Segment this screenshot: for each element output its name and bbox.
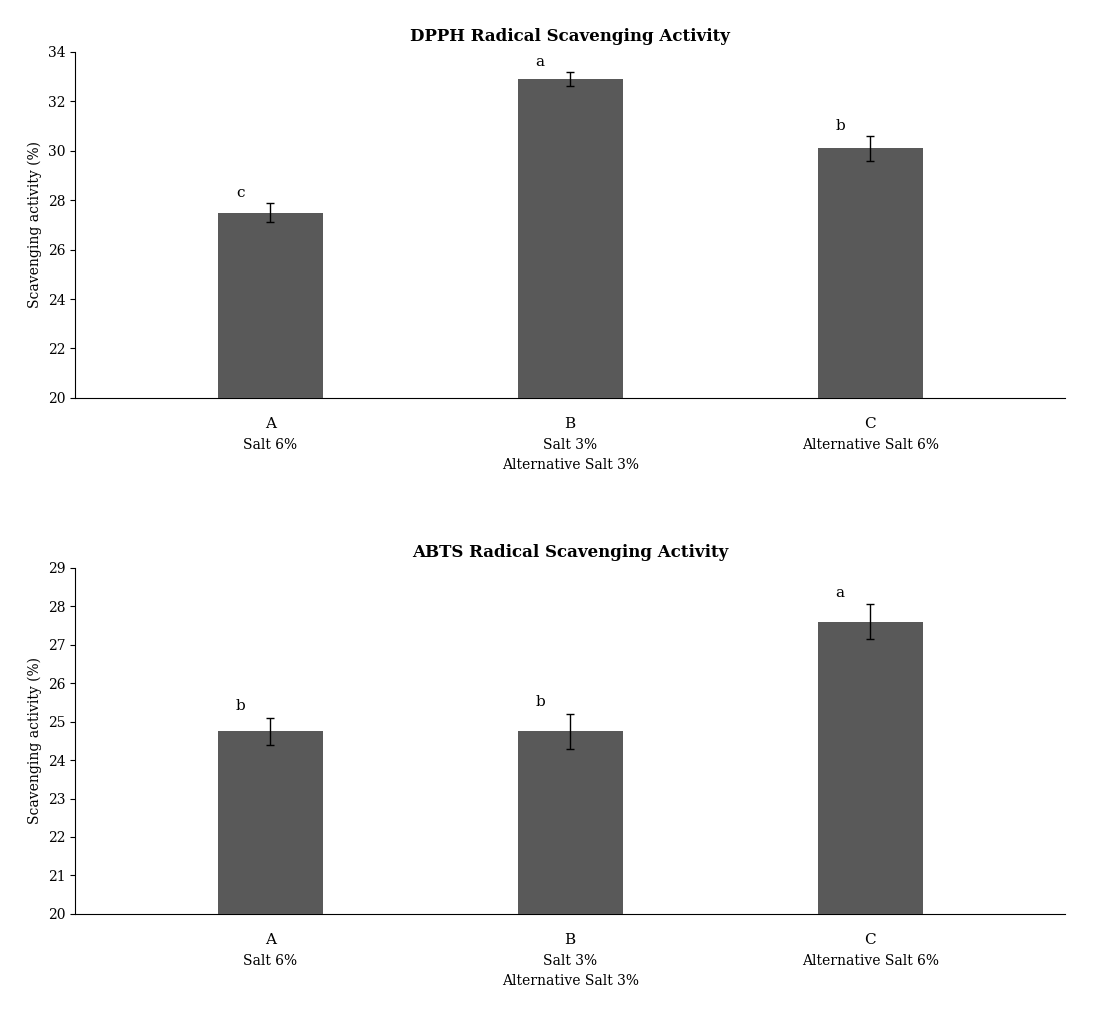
- Title: ABTS Radical Scavenging Activity: ABTS Radical Scavenging Activity: [412, 544, 728, 561]
- Text: c: c: [236, 185, 245, 200]
- Text: Salt 6%: Salt 6%: [243, 438, 297, 452]
- Bar: [218, 731, 322, 1018]
- Title: DPPH Radical Scavenging Activity: DPPH Radical Scavenging Activity: [410, 27, 730, 45]
- Text: a: a: [536, 55, 544, 68]
- Text: Alternative Salt 6%: Alternative Salt 6%: [801, 438, 939, 452]
- Text: B: B: [565, 932, 576, 947]
- Text: Salt 3%: Salt 3%: [543, 438, 597, 452]
- Text: b: b: [835, 119, 845, 133]
- Bar: [518, 79, 623, 892]
- Text: Alternative Salt 3%: Alternative Salt 3%: [502, 974, 638, 988]
- Text: C: C: [865, 932, 875, 947]
- Bar: [218, 213, 322, 892]
- Bar: [818, 622, 922, 1018]
- Text: B: B: [565, 417, 576, 431]
- Text: C: C: [865, 417, 875, 431]
- Y-axis label: Scavenging activity (%): Scavenging activity (%): [27, 658, 43, 825]
- Bar: [818, 149, 922, 892]
- Bar: [518, 731, 623, 1018]
- Text: Alternative Salt 6%: Alternative Salt 6%: [801, 954, 939, 968]
- Text: b: b: [235, 699, 245, 714]
- Text: A: A: [265, 417, 275, 431]
- Text: Alternative Salt 3%: Alternative Salt 3%: [502, 458, 638, 472]
- Text: Salt 6%: Salt 6%: [243, 954, 297, 968]
- Text: a: a: [836, 585, 845, 600]
- Y-axis label: Scavenging activity (%): Scavenging activity (%): [27, 142, 43, 308]
- Text: A: A: [265, 932, 275, 947]
- Text: Salt 3%: Salt 3%: [543, 954, 597, 968]
- Text: b: b: [536, 695, 545, 710]
